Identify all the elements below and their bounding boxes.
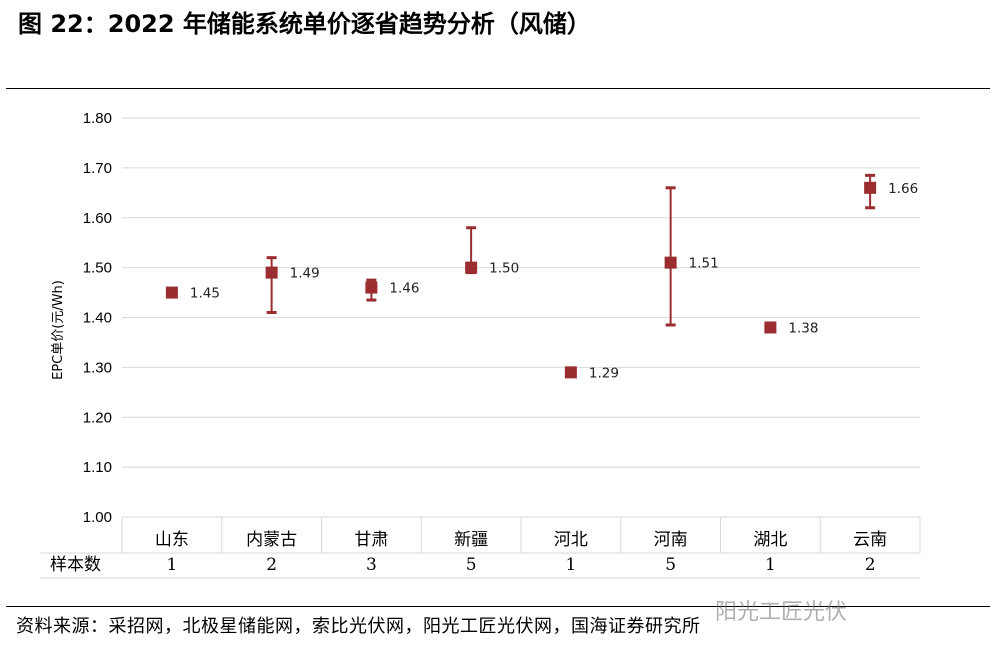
sample-count: 1	[565, 555, 576, 575]
error-bars	[266, 173, 876, 327]
data-label: 1.38	[788, 320, 818, 336]
category-label: 湖北	[753, 530, 787, 550]
bottom-rule	[6, 606, 990, 607]
y-tick-label: 1.00	[83, 509, 112, 526]
category-label: 云南	[853, 530, 887, 550]
y-tick-label: 1.40	[83, 310, 112, 327]
source-note: 资料来源：采招网，北极星储能网，索比光伏网，阳光工匠光伏网，国海证券研究所	[16, 616, 701, 637]
y-tick-labels: 1.00 1.10 1.20 1.30 1.40 1.50 1.60 1.70 1.80	[83, 110, 112, 526]
sample-count: 1	[765, 555, 776, 575]
sample-count: 1	[166, 555, 177, 575]
data-label: 1.66	[888, 181, 918, 197]
data-point-marker	[165, 286, 178, 299]
sample-count: 2	[865, 555, 876, 575]
y-tick-label: 1.60	[83, 210, 112, 227]
data-point-marker	[764, 321, 777, 334]
data-label: 1.46	[389, 281, 419, 297]
figure-title: 图 22：2022 年储能系统单价逐省趋势分析（风储）	[18, 10, 591, 38]
y-tick-label: 1.30	[83, 359, 112, 376]
data-label: 1.29	[589, 365, 619, 381]
sample-count-row: 1 2 3 5 1 5 1 2 样本数	[50, 555, 876, 575]
y-axis-title: EPC单价(元/Wh)	[51, 280, 66, 380]
data-point-marker	[465, 261, 478, 274]
watermark-text: 阳光工匠光伏	[715, 600, 848, 625]
data-label: 1.50	[489, 261, 519, 277]
y-tick-label: 1.50	[83, 260, 112, 277]
top-rule	[6, 88, 990, 89]
data-point-marker	[365, 281, 378, 294]
category-label: 河北	[554, 530, 588, 550]
sample-count: 5	[665, 555, 676, 575]
sample-row-label: 样本数	[50, 555, 101, 575]
grid-lines	[40, 117, 921, 579]
sample-count: 3	[366, 555, 377, 575]
data-labels: 1.45 1.49 1.46 1.50 1.29 1.51 1.38 1.66	[190, 181, 918, 382]
data-point-marker	[265, 266, 278, 279]
data-point-marker	[664, 256, 677, 269]
chart: 1.00 1.10 1.20 1.30 1.40 1.50 1.60 1.70 1.80 EPC…	[40, 110, 921, 579]
y-tick-label: 1.10	[83, 459, 112, 476]
data-point-marker	[564, 366, 577, 379]
data-label: 1.51	[689, 256, 719, 272]
sample-count: 5	[466, 555, 477, 575]
y-tick-label: 1.70	[83, 160, 112, 177]
category-label: 河南	[654, 530, 688, 550]
category-labels: 山东 内蒙古 甘肃 新疆 河北 河南 湖北 云南	[155, 530, 887, 550]
y-tick-label: 1.80	[83, 110, 112, 127]
category-label: 新疆	[454, 530, 488, 550]
category-label: 内蒙古	[246, 530, 297, 550]
y-tick-label: 1.20	[83, 409, 112, 426]
category-label: 山东	[155, 530, 189, 550]
sample-count: 2	[266, 555, 277, 575]
data-point-marker	[864, 181, 877, 194]
category-label: 甘肃	[354, 530, 388, 550]
data-label: 1.45	[190, 286, 220, 302]
data-label: 1.49	[290, 266, 320, 282]
data-markers	[165, 181, 877, 379]
